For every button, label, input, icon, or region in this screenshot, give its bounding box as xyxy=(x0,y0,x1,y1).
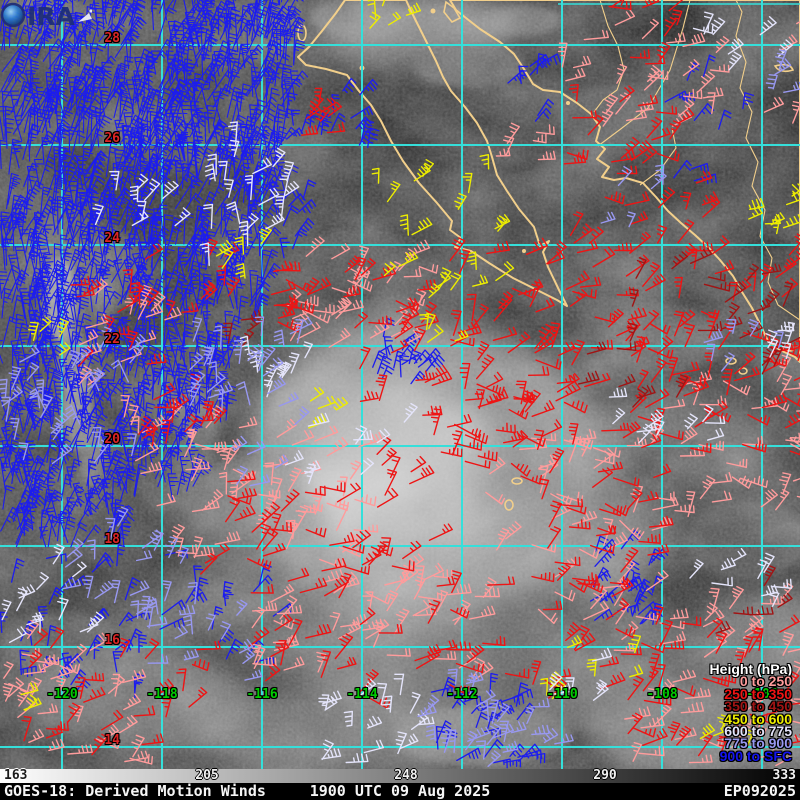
wind-barb-cluster-y xyxy=(308,387,349,429)
wind-barb-cluster-r xyxy=(21,627,221,756)
wind-barb-cluster-w xyxy=(608,387,726,444)
island-outline xyxy=(504,499,514,511)
satellite-map-canvas xyxy=(0,0,800,769)
wind-barb-cluster-r xyxy=(301,87,346,136)
wind-barb-cluster-w xyxy=(199,121,300,266)
legend-entry: 775 to 900 xyxy=(724,735,792,752)
wind-barb-cluster-r xyxy=(531,461,674,593)
scale-value: 205 xyxy=(195,768,219,783)
wind-barb-cluster-pe xyxy=(417,668,574,767)
scale-value: 333 xyxy=(772,768,796,783)
satellite-map-image: 28 26 24 22 20 18 16 14 -120 -118 -116 -114 -112 -11… xyxy=(0,0,800,769)
legend-entry: 250 to 350 xyxy=(724,685,792,702)
legend-title: Height (hPa) xyxy=(709,661,792,677)
wind-barb-cluster-r xyxy=(200,465,453,582)
legend-entries: 0 to 250 250 to 350 350 to 450 450 to 600 60… xyxy=(710,673,792,764)
wind-barb-cluster-y xyxy=(748,183,800,235)
valid-time: 1900 UTC 09 Aug 2025 xyxy=(309,782,491,800)
islet-dot xyxy=(522,249,526,253)
wind-barb-cluster-b xyxy=(0,194,282,331)
islet-dot xyxy=(566,101,570,105)
wind-barb-cluster-p xyxy=(135,405,384,569)
wind-barb-cluster-w xyxy=(284,402,418,484)
wind-barb-cluster-w xyxy=(765,321,795,360)
wind-barb-cluster-pe xyxy=(703,318,784,372)
wind-barb-cluster-r xyxy=(138,373,227,447)
wind-barb-cluster-r xyxy=(144,238,240,318)
wind-barb-cluster-r xyxy=(270,255,439,333)
storm-id-badge: EP092025 xyxy=(723,782,796,800)
wind-barb-cluster-y xyxy=(367,0,422,29)
wind-barb-cluster-p xyxy=(2,619,153,765)
wind-barb-cluster-w xyxy=(92,170,191,227)
brightness-temperature-scale: 163 205 248 290 333 xyxy=(0,769,800,783)
wind-barb-cluster-pe xyxy=(600,164,667,228)
wind-barb-cluster-y xyxy=(371,154,515,299)
wind-barb-cluster-w xyxy=(1,543,105,644)
island-outline xyxy=(443,0,462,24)
scale-value: 290 xyxy=(593,768,617,783)
wind-barb-cluster-p xyxy=(557,9,800,127)
wind-barb-cluster-w xyxy=(318,673,435,764)
wind-barb-cluster-dr xyxy=(577,322,649,408)
wind-barb-cluster-pe xyxy=(231,435,289,487)
island-outline xyxy=(511,477,523,485)
wind-barb-cluster-r xyxy=(70,269,167,367)
scale-value: 248 xyxy=(394,768,418,783)
legend-entry: 450 to 600 xyxy=(724,710,792,727)
height-legend: Height (hPa) 0 to 250 250 to 350 350 to 45… xyxy=(709,661,792,764)
island-outline xyxy=(725,357,737,365)
wind-barb-cluster-dr xyxy=(222,309,265,347)
wind-barb-cluster-r xyxy=(430,219,800,458)
product-title-bar: GOES-18: Derived Motion Winds 1900 UTC 0… xyxy=(0,783,800,800)
wind-barb-cluster-y xyxy=(20,682,42,712)
legend-entry: 350 to 450 xyxy=(724,698,792,715)
wind-barb-cluster-r xyxy=(608,0,684,65)
scale-value: 163 xyxy=(4,768,28,783)
wind-barb-cluster-y xyxy=(27,316,71,356)
wind-barb-cluster-y xyxy=(699,714,755,747)
legend-entry: 0 to 250 xyxy=(739,673,792,690)
legend-entry: 900 to SFC xyxy=(719,747,792,764)
river-border-line xyxy=(597,0,691,147)
wind-barb-cluster-b xyxy=(0,80,299,231)
wind-barb-cluster-dr xyxy=(715,565,793,634)
wind-barb-cluster-y xyxy=(215,226,272,279)
river-border-line xyxy=(639,127,677,186)
coastline xyxy=(297,0,568,307)
wind-barb-cluster-w xyxy=(689,548,792,607)
product-name: GOES-18: Derived Motion Winds xyxy=(4,782,266,800)
wind-barb-cluster-pe xyxy=(765,49,800,93)
wind-barb-cluster-w xyxy=(239,335,313,398)
wind-barb-cluster-w xyxy=(549,647,612,701)
wind-barb-cluster-r xyxy=(563,84,721,252)
islet-dot xyxy=(430,8,436,14)
wind-barb-cluster-b xyxy=(230,173,317,259)
wind-barb-cluster-pe xyxy=(0,326,146,465)
wind-barb-cluster-p xyxy=(495,122,556,161)
wind-barb-cluster-pe xyxy=(142,582,263,681)
legend-entry: 600 to 775 xyxy=(724,723,792,740)
wind-barb-cluster-pe xyxy=(187,316,313,426)
wind-barb-cluster-r xyxy=(359,309,581,485)
wind-barb-cluster-b xyxy=(507,53,561,122)
wind-barb-cluster-r xyxy=(247,570,636,709)
wind-barb-cluster-p xyxy=(482,429,675,625)
wind-barb-cluster-p xyxy=(251,553,500,680)
wind-barb-cluster-b xyxy=(0,470,135,548)
island-outline xyxy=(773,63,795,73)
wind-barb-cluster-r xyxy=(620,605,800,757)
wind-barb-layer xyxy=(0,0,800,769)
wind-barb-cluster-y xyxy=(419,312,469,343)
